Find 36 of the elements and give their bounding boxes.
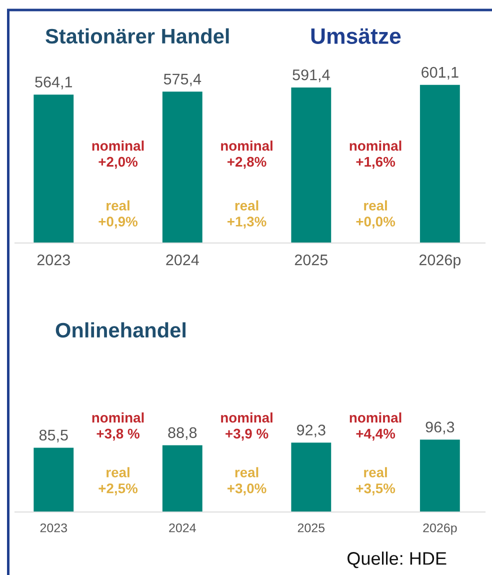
data-label: 96,3 [426,422,454,434]
data-label: 88,8 [168,427,197,440]
data-label: 591,4 [292,69,330,82]
data-label: 601,1 [422,66,458,80]
annotation: nominal +2,0% [92,140,144,169]
x-tick-label: 2024 [166,254,199,266]
annotation: real +0,0% [356,200,396,229]
data-label: 575,4 [164,74,202,86]
x-tick-label: 2026p [419,254,461,268]
annotation: real +2,5% [98,467,138,496]
bar [291,442,332,512]
annotation: nominal +3,8 % [92,412,144,441]
annotation: nominal +4,4% [350,412,402,441]
bar [34,448,74,512]
x-tick-label: 2025 [298,523,325,532]
x-tick-label: 2023 [37,254,70,266]
source-note: Quelle: HDE [348,552,446,568]
data-label: 564,1 [35,76,72,90]
annotation: real +1,3% [227,200,266,229]
annotation: real +3,5% [356,467,396,496]
bar [162,445,202,512]
x-tick-label: 2026p [423,523,457,535]
chart-title: Onlinehandel [56,322,186,338]
x-tick-label: 2023 [40,523,67,532]
annotation: nominal +2,8% [221,140,272,169]
chart-title: Stationärer Handel [46,28,229,44]
chart-subtitle: Umsätze [311,28,401,44]
data-label: 92,3 [297,424,326,438]
bar [420,440,460,512]
data-label: 85,5 [39,430,68,442]
annotation: nominal +1,6% [350,140,402,169]
annotation: real +3,0% [227,467,266,496]
x-tick-label: 2024 [169,523,196,532]
annotation: real +0,9% [98,200,138,229]
annotation: nominal +3,9 % [221,412,272,441]
x-tick-label: 2025 [294,254,328,266]
